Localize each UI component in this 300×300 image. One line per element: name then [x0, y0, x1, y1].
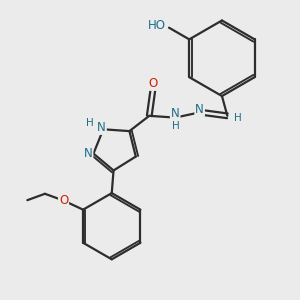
Text: N: N	[171, 107, 180, 120]
Text: H: H	[233, 112, 241, 123]
Text: HO: HO	[147, 20, 165, 32]
Text: H: H	[172, 121, 180, 130]
Text: N: N	[84, 147, 92, 160]
Text: O: O	[59, 194, 68, 207]
Text: N: N	[195, 103, 204, 116]
Text: H: H	[86, 118, 94, 128]
Text: O: O	[148, 77, 158, 90]
Text: N: N	[97, 121, 106, 134]
